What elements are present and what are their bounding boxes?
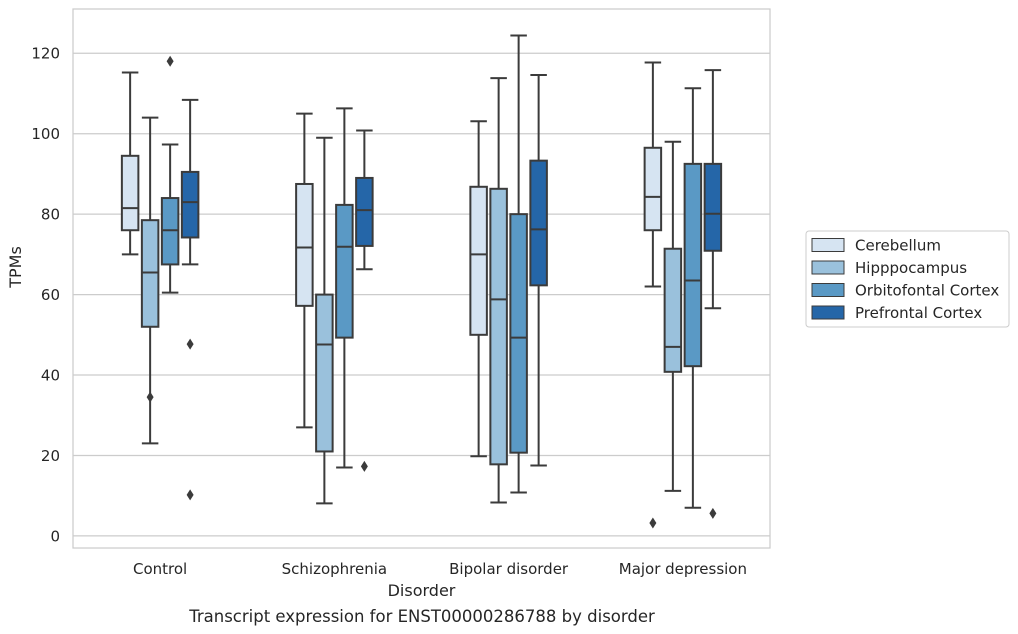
legend-label: Orbitofontal Cortex: [855, 282, 999, 300]
box-group: [180, 98, 200, 501]
box-iqr: [663, 247, 683, 373]
legend-label: Hipppocampus: [855, 259, 967, 277]
y-tick-label: 20: [41, 447, 60, 465]
box-iqr: [355, 176, 374, 247]
outlier-marker: [360, 460, 368, 472]
y-tick-label: 40: [41, 367, 60, 385]
box-iqr: [509, 213, 528, 454]
box-iqr: [180, 170, 200, 239]
x-tick-label: Control: [133, 560, 187, 578]
box-iqr: [160, 197, 180, 266]
box-group: [683, 87, 703, 509]
outlier-marker: [649, 517, 657, 529]
y-axis-label: TPMs: [6, 246, 25, 289]
box-group: [140, 116, 160, 445]
chart-caption: Transcript expression for ENST0000028678…: [188, 607, 655, 626]
x-tick-label: Schizophrenia: [282, 560, 387, 578]
x-tick-labels: Control Schizophrenia Bipolar disorder Majo…: [133, 560, 747, 578]
box-iqr: [529, 159, 548, 287]
box-iqr: [315, 293, 334, 453]
box-iqr: [469, 185, 488, 336]
outlier-marker: [186, 338, 194, 350]
legend-swatch: [811, 260, 845, 275]
box-group: [355, 129, 374, 472]
legend: Cerebellum Hipppocampus Orbitofontal Corte…: [805, 230, 1010, 328]
x-tick-label: Bipolar disorder: [449, 560, 569, 578]
box-group: [643, 61, 663, 529]
x-tick-label: Major depression: [619, 560, 747, 578]
legend-label: Prefrontal Cortex: [855, 304, 982, 322]
box-group: [509, 34, 528, 494]
outlier-marker: [709, 507, 717, 519]
y-tick-labels: 0 20 40 60 80 100 120: [31, 45, 60, 546]
box-iqr: [120, 154, 140, 232]
y-tick-label: 120: [31, 45, 60, 63]
box-iqr: [703, 162, 723, 252]
legend-frame: [805, 230, 1010, 328]
legend-swatch: [811, 283, 845, 297]
box-group: [529, 73, 548, 467]
legend-swatch: [811, 305, 845, 320]
box-group: [335, 107, 354, 469]
y-tick-label: 0: [50, 527, 60, 545]
plot-frame: [72, 8, 771, 549]
y-tick-label: 80: [41, 206, 60, 224]
box-group: [663, 140, 683, 492]
box-iqr: [643, 146, 663, 232]
y-tick-label: 60: [41, 286, 60, 304]
box-group: [703, 69, 723, 519]
box-group: [160, 55, 180, 294]
x-axis-label: Disorder: [388, 581, 456, 600]
box-iqr: [489, 187, 508, 466]
legend-label: Cerebellum: [855, 237, 941, 255]
legend-swatch: [811, 238, 845, 252]
outlier-marker: [166, 55, 174, 67]
outlier-marker: [146, 391, 154, 403]
box-iqr: [335, 203, 354, 339]
box-iqr: [683, 162, 703, 368]
box-iqr: [140, 219, 160, 328]
box-group: [469, 120, 488, 458]
box-group: [315, 136, 334, 505]
outlier-marker: [186, 489, 194, 501]
box-group: [295, 112, 314, 429]
box-group: [120, 71, 140, 256]
y-tick-label: 100: [31, 125, 60, 143]
boxes: [120, 34, 723, 529]
box-iqr: [295, 182, 314, 307]
box-group: [489, 77, 508, 504]
